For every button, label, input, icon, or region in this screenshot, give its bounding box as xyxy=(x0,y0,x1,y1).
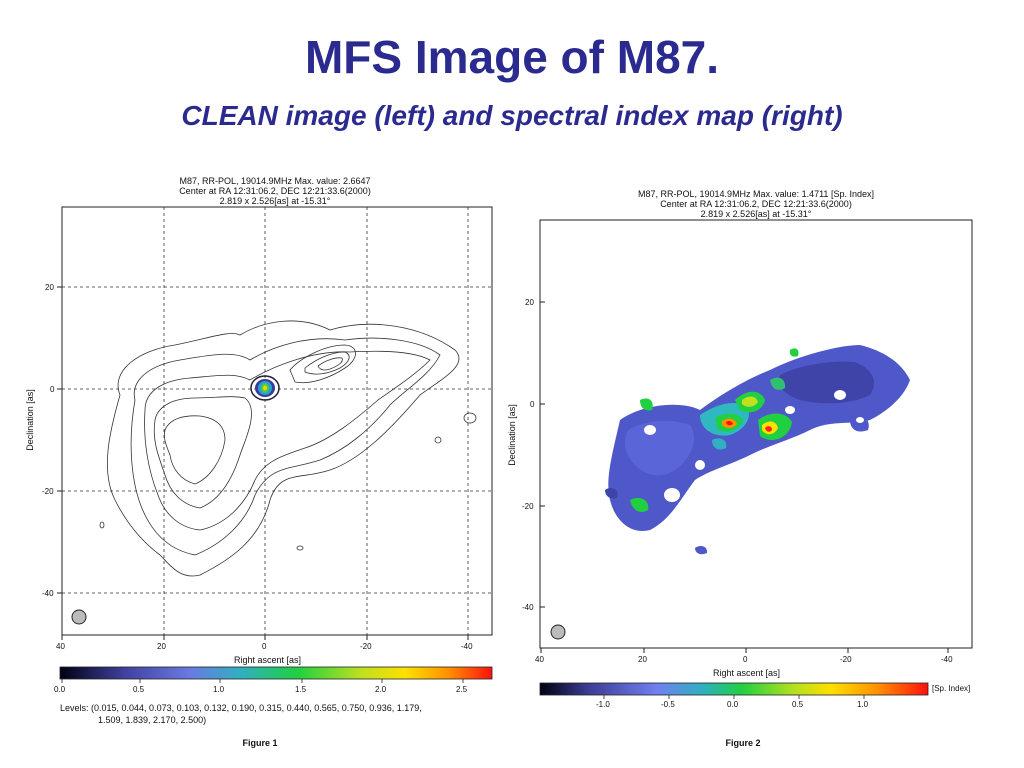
figure2-x-tick: 0 xyxy=(743,655,748,664)
figure1-header-line: 2.819 x 2.526[as] at -15.31° xyxy=(219,196,331,206)
figure2-header-line: M87, RR-POL, 19014.9MHz Max. value: 1.47… xyxy=(638,189,874,199)
figure1-levels-line: Levels: (0.015, 0.044, 0.073, 0.103, 0.1… xyxy=(60,703,422,713)
figure2-y-axis-label: Declination [as] xyxy=(507,404,517,466)
figure2-header: M87, RR-POL, 19014.9MHz Max. value: 1.47… xyxy=(540,189,972,219)
figure2-colorbar-tick: -1.0 xyxy=(596,700,610,709)
figure2-spectral-map xyxy=(605,345,910,555)
slide-subtitle: CLEAN image (left) and spectral index ma… xyxy=(181,100,843,131)
figure2-header-line: Center at RA 12:31:06.2, DEC 12:21:33.6(… xyxy=(660,199,852,209)
figure1-header: M87, RR-POL, 19014.9MHz Max. value: 2.66… xyxy=(60,176,490,206)
figure2-colorbar-tick: -0.5 xyxy=(661,700,675,709)
figure2-y-tick: -20 xyxy=(522,502,534,511)
figure1-x-tick: -40 xyxy=(461,642,473,651)
figure1-x-tick: 20 xyxy=(157,642,166,651)
figure1-colorbar-tick: 1.5 xyxy=(295,685,307,694)
figure1-x-axis-label: Right ascent [as] xyxy=(234,655,302,665)
figure1-x-tick: -20 xyxy=(360,642,372,651)
figure2-x-tick: -20 xyxy=(840,655,852,664)
figure2-colorbar xyxy=(539,682,929,696)
slide-title: MFS Image of M87. xyxy=(304,31,720,83)
figure1-x-tick: 0 xyxy=(262,642,267,651)
figure2-y-tick: 20 xyxy=(525,298,534,307)
figure2-colorbar-unit: [Sp. Index] xyxy=(932,684,971,693)
figure1-contour-levels: Levels: (0.015, 0.044, 0.073, 0.103, 0.1… xyxy=(60,702,500,726)
figure1-contours xyxy=(99,320,477,577)
figure1-y-tick: -40 xyxy=(42,589,54,598)
figure2-x-tick: 40 xyxy=(535,655,544,664)
figure1-core xyxy=(250,375,280,401)
figure2-x-tick: 20 xyxy=(638,655,647,664)
figure1-header-line: Center at RA 12:31:06.2, DEC 12:21:33.6(… xyxy=(179,186,371,196)
figure2-x-tick: -40 xyxy=(941,655,953,664)
figure1-y-tick: 20 xyxy=(45,283,54,292)
figure2-header-line: 2.819 x 2.526[as] at -15.31° xyxy=(700,209,812,219)
figure2-x-axis-label: Right ascent [as] xyxy=(713,668,781,678)
figure1-colorbar-tick: 1.0 xyxy=(213,685,225,694)
figure1-colorbar-tick: 0.5 xyxy=(133,685,145,694)
figure2-plot xyxy=(539,219,973,653)
figure1-colorbar-tick: 2.0 xyxy=(375,685,387,694)
figure2-colorbar-tick: 0.5 xyxy=(792,700,804,709)
figure1-header-line: M87, RR-POL, 19014.9MHz Max. value: 2.66… xyxy=(179,176,371,186)
figure1-x-tick: 40 xyxy=(56,642,65,651)
figure1-plot xyxy=(57,206,493,640)
figure2-y-tick: 0 xyxy=(530,400,535,409)
figure1-y-tick: -20 xyxy=(42,487,54,496)
figure1-levels-line: 1.509, 1.839, 2.170, 2.500) xyxy=(98,715,207,725)
figure1-colorbar-tick: 0.0 xyxy=(54,685,66,694)
figure2-caption: Figure 2 xyxy=(725,738,761,748)
figure2-y-tick: -40 xyxy=(522,603,534,612)
figure1-colorbar-tick: 2.5 xyxy=(456,685,468,694)
figure1-beam-ellipse xyxy=(71,609,87,625)
figure1-y-axis-label: Declination [as] xyxy=(25,389,35,451)
figure2-beam-ellipse xyxy=(550,624,566,640)
figure1-colorbar xyxy=(59,666,493,680)
figure2-colorbar-tick: 0.0 xyxy=(727,700,739,709)
figure2-colorbar-tick: 1.0 xyxy=(857,700,869,709)
figure1-caption: Figure 1 xyxy=(242,738,278,748)
figure1-y-tick: 0 xyxy=(50,385,55,394)
